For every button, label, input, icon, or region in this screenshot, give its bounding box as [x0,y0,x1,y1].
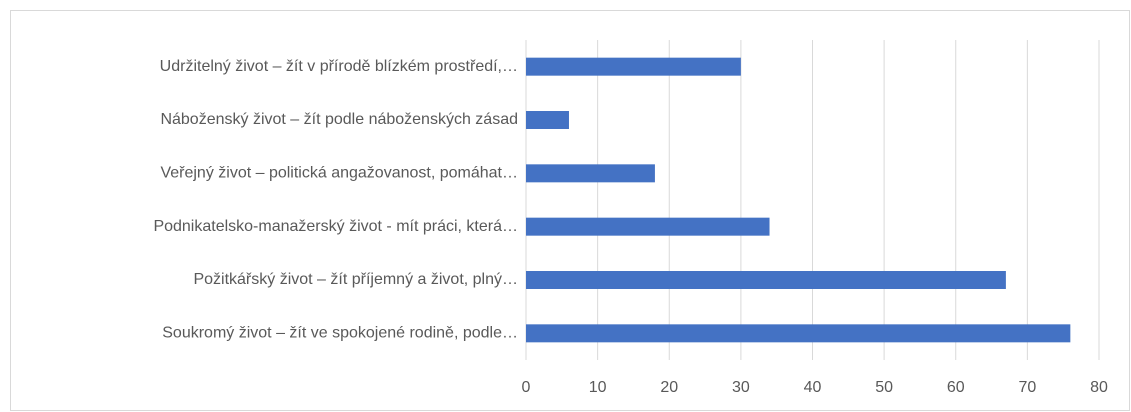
x-tick-label: 10 [589,379,607,396]
x-tick-label: 60 [947,379,965,396]
bar [526,164,655,183]
y-tick-label: Udržitelný život – žít v přírodě blízkém… [160,58,518,75]
x-tick-label: 20 [660,379,678,396]
x-tick-label: 30 [732,379,750,396]
x-tick-label: 0 [522,379,531,396]
y-tick-label: Podnikatelsko-manažerský život - mít prá… [153,218,518,235]
y-tick-label: Náboženský život – žít podle náboženskýc… [160,111,518,128]
y-tick-label: Soukromý život – žít ve spokojené rodině… [162,325,518,342]
x-tick-label: 40 [804,379,822,396]
bar [526,111,569,129]
x-tick-label: 80 [1090,379,1108,396]
x-tick-label: 50 [875,379,893,396]
bar [526,324,1071,343]
x-tick-label: 70 [1018,379,1036,396]
bar [526,271,1006,289]
y-tick-label: Požitkářský život – žít příjemný a život… [193,271,518,288]
bar [526,217,770,236]
y-tick-label: Veřejný život – politická angažovanost, … [160,165,518,182]
bar [526,57,741,76]
chart-border [10,10,1130,411]
